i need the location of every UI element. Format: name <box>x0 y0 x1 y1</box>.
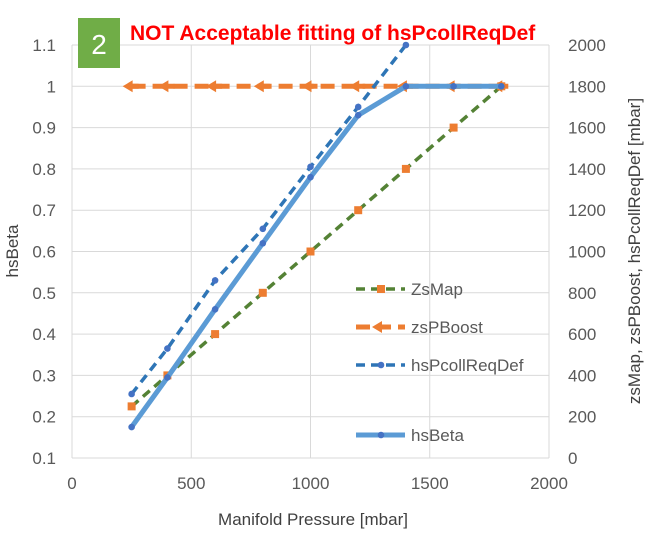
legend-marker <box>377 285 385 293</box>
data-point-ZsMap <box>306 247 315 256</box>
y-tick-label: 0.1 <box>32 449 56 468</box>
legend-entry-zsPBoost: zsPBoost <box>356 318 483 337</box>
y2-tick-label: 600 <box>568 325 596 344</box>
y2-tick-label: 2000 <box>568 36 606 55</box>
y2-tick-label: 800 <box>568 284 596 303</box>
data-point-hsPcollReqDef <box>259 225 267 233</box>
data-point-ZsMap <box>401 164 410 173</box>
legend-entry-hsBeta: hsBeta <box>356 426 464 445</box>
data-point-zsPBoost <box>301 80 318 93</box>
series-line-ZsMap <box>130 84 503 408</box>
y-tick-label: 0.6 <box>32 243 56 262</box>
data-point-hsBeta <box>402 83 410 90</box>
data-point-hsPcollReqDef <box>164 345 171 352</box>
y-tick-label: 1.1 <box>32 36 56 55</box>
legend-label: zsPBoost <box>411 318 483 337</box>
y-tick-label: 0.8 <box>32 160 56 179</box>
title-badge: 2 <box>78 18 120 68</box>
badge-number: 2 <box>91 29 107 60</box>
legend-label: hsPcollReqDef <box>411 356 524 375</box>
y2-tick-label: 200 <box>568 408 596 427</box>
data-point-hsBeta <box>450 83 457 90</box>
data-point-hsBeta <box>259 239 267 247</box>
series-layer <box>122 41 509 431</box>
y-tick-label: 0.5 <box>32 284 56 303</box>
y-tick-label: 0.9 <box>32 119 56 138</box>
data-point-hsPcollReqDef <box>354 103 362 111</box>
x-tick-label: 500 <box>177 474 205 493</box>
legend-entry-hsPcollReqDef: hsPcollReqDef <box>356 356 524 375</box>
data-point-zsPBoost <box>158 80 175 93</box>
series-hsBeta <box>128 83 505 431</box>
legend-marker <box>372 321 388 333</box>
data-point-hsBeta <box>211 306 219 313</box>
y2-tick-label: 0 <box>568 449 577 468</box>
y-tick-label: 0.2 <box>32 408 56 427</box>
data-point-hsPcollReqDef <box>211 277 219 284</box>
x-tick-label: 2000 <box>530 474 568 493</box>
data-point-hsBeta <box>354 111 362 119</box>
x-tick-label: 1500 <box>411 474 449 493</box>
x-tick-label: 0 <box>67 474 76 493</box>
data-point-hsPcollReqDef <box>128 390 135 398</box>
data-point-hsPcollReqDef <box>402 41 410 49</box>
chart-title: NOT Acceptable fitting of hsPcollReqDef <box>130 22 536 45</box>
data-point-ZsMap <box>449 123 458 132</box>
y2-tick-label: 400 <box>568 366 596 385</box>
y2-tick-label: 1600 <box>568 119 606 138</box>
y-tick-label: 0.3 <box>32 366 56 385</box>
data-point-ZsMap <box>354 206 363 215</box>
data-point-ZsMap <box>258 288 267 297</box>
data-point-zsPBoost <box>349 80 366 93</box>
y2-tick-label: 1200 <box>568 201 606 220</box>
x-axis-title: Manifold Pressure [mbar] <box>218 510 408 529</box>
legend-label: ZsMap <box>411 280 463 299</box>
data-point-zsPBoost <box>206 80 223 93</box>
y-tick-label: 0.4 <box>32 325 56 344</box>
data-point-hsBeta <box>498 83 505 90</box>
badge-box <box>78 18 120 68</box>
series-hsPcollReqDef <box>128 41 410 398</box>
data-point-hsBeta <box>307 173 314 181</box>
series-line-hsPcollReqDef <box>130 43 408 396</box>
legend-entry-ZsMap: ZsMap <box>356 280 463 299</box>
y2-tick-label: 1000 <box>568 243 606 262</box>
y-axis-title: hsBeta <box>3 224 22 277</box>
y-tick-label: 1 <box>47 77 56 96</box>
y2-axis-title: zsMap, zsPBoost, hsPcollReqDef [mbar] <box>625 98 644 404</box>
legend-marker <box>377 361 385 369</box>
data-point-zsPBoost <box>122 80 139 93</box>
x-tick-label: 1000 <box>292 474 330 493</box>
data-point-ZsMap <box>127 402 136 411</box>
y-tick-label: 0.7 <box>32 201 56 220</box>
data-point-ZsMap <box>211 330 220 339</box>
data-point-hsBeta <box>164 374 171 381</box>
data-point-zsPBoost <box>253 80 270 93</box>
legend-marker <box>377 431 385 439</box>
legend-label: hsBeta <box>411 426 464 445</box>
y2-tick-label: 1800 <box>568 77 606 96</box>
data-point-hsPcollReqDef <box>307 163 314 171</box>
y2-tick-label: 1400 <box>568 160 606 179</box>
legend: ZsMap zsPBoost hsPcollReqDef hsBeta <box>356 280 524 445</box>
data-point-hsBeta <box>128 423 135 431</box>
tick-labels: 0.1 0.2 0.3 0.4 0.5 0.6 0.7 0.8 0.9 1 1.1 0 200 400 60… <box>32 36 605 493</box>
